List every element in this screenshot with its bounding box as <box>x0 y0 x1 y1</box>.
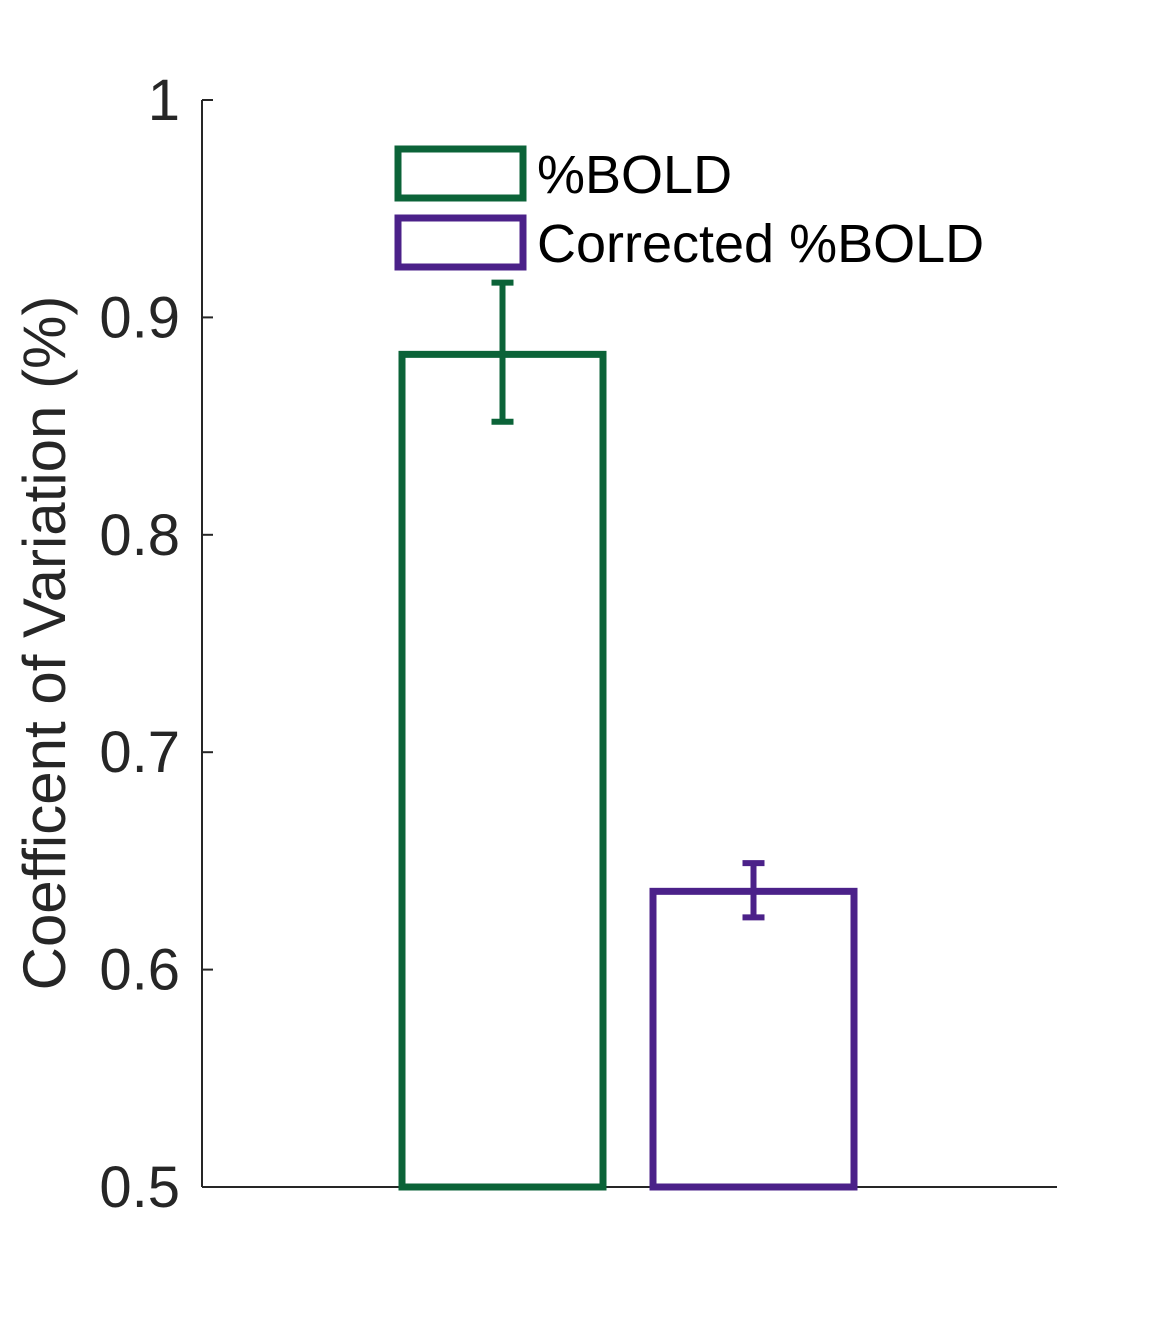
legend: %BOLD Corrected %BOLD <box>394 145 984 274</box>
legend-swatch <box>394 214 527 271</box>
y-tick-label: 0.8 <box>99 503 180 568</box>
y-tick-label: 0.7 <box>99 720 180 785</box>
y-axis-title: Coefficent of Variation (%) <box>11 296 78 991</box>
legend-label: %BOLD <box>537 145 732 205</box>
bar-bold <box>398 350 607 1191</box>
bars <box>398 279 858 1191</box>
y-tick-label: 0.9 <box>99 285 180 350</box>
legend-swatch <box>394 145 527 202</box>
y-tick-label: 0.5 <box>99 1155 180 1220</box>
y-tick-label: 1 <box>148 68 180 133</box>
legend-label: Corrected %BOLD <box>537 214 984 274</box>
bar-corrected-bold <box>649 887 858 1191</box>
axes: 0.5 0.6 0.7 0.8 0.9 1 <box>99 68 1057 1220</box>
y-tick-label: 0.6 <box>99 938 180 1003</box>
